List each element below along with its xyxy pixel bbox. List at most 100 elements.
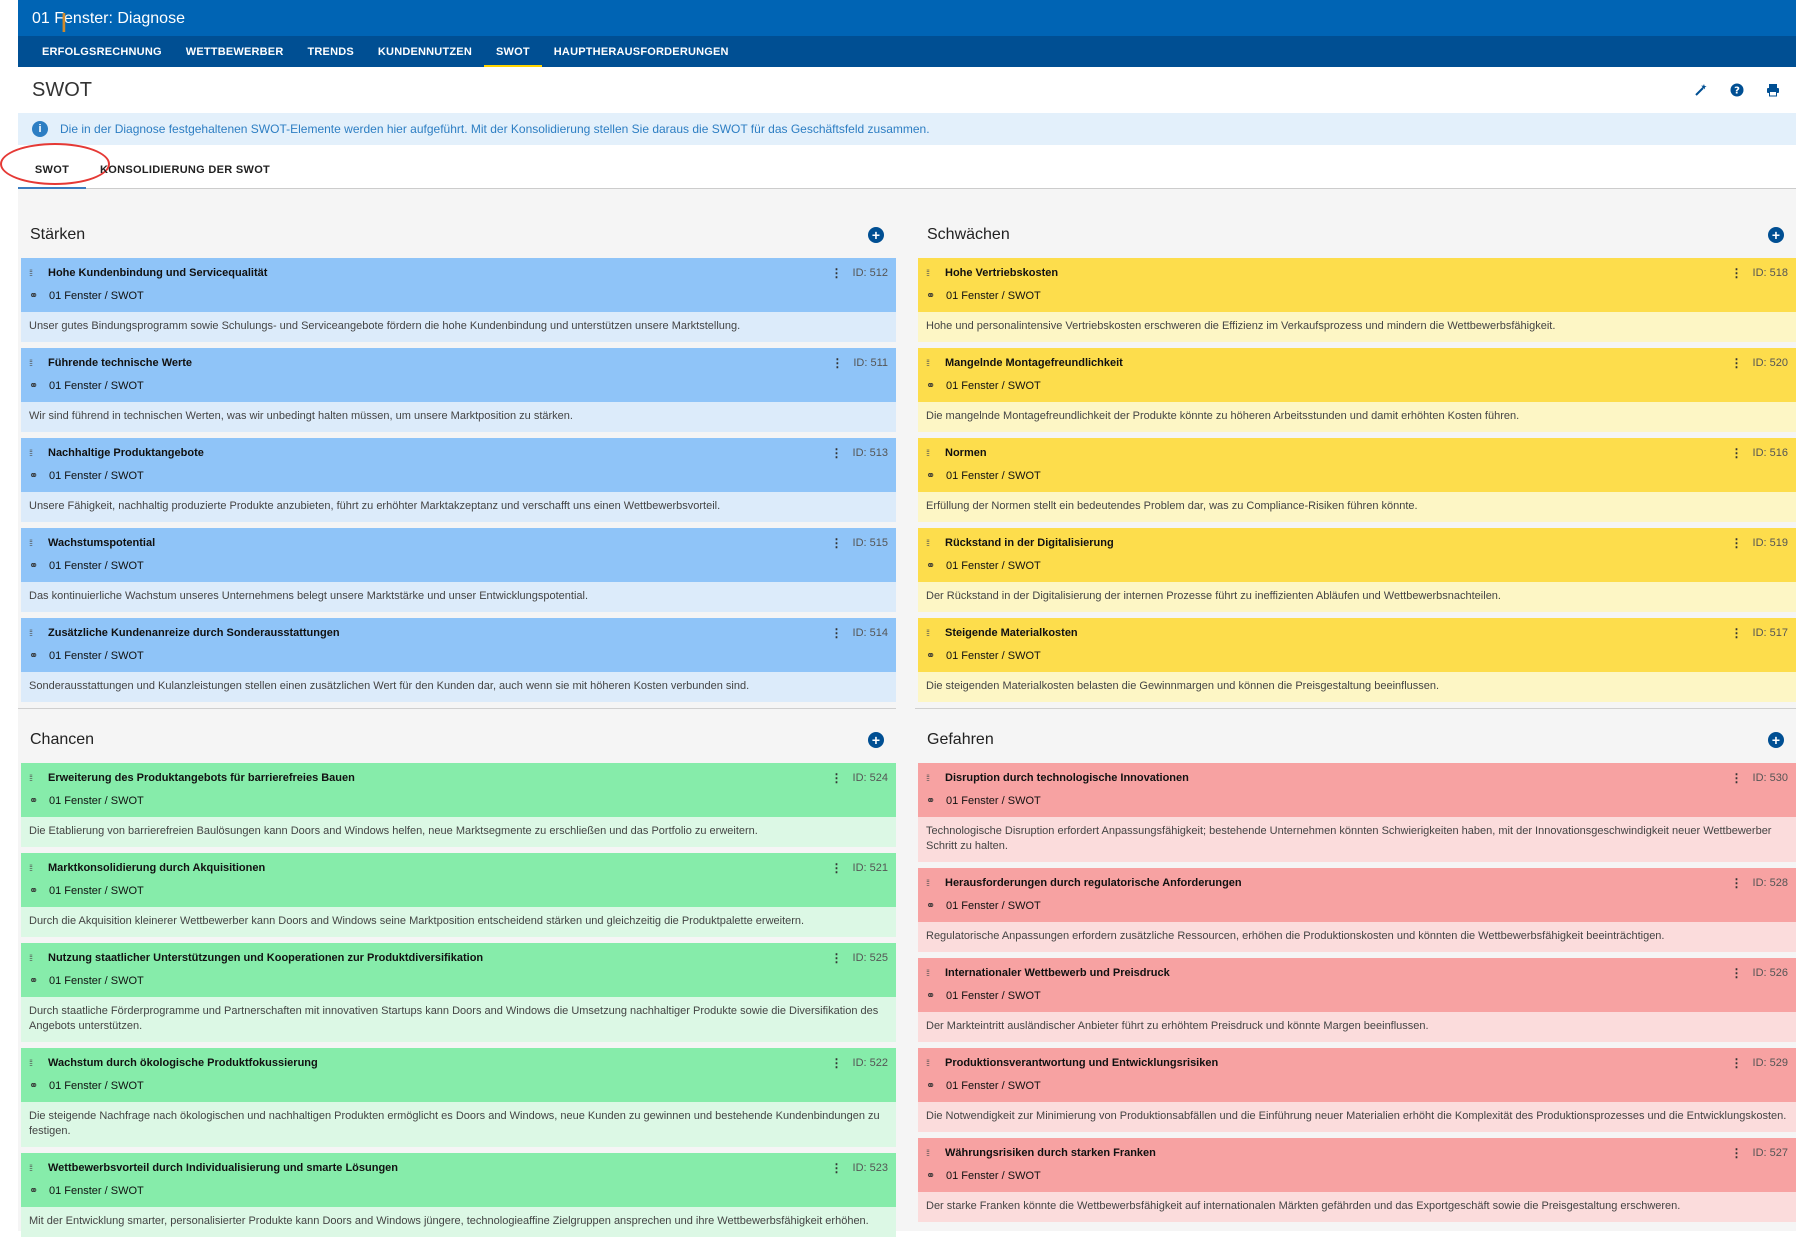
help-icon[interactable]: ? (1728, 81, 1746, 99)
more-menu-icon[interactable]: ⋮ (1730, 446, 1743, 460)
tab-konsolidierung[interactable]: KONSOLIDIERUNG DER SWOT (100, 164, 271, 176)
drag-handle-icon[interactable]: ⁞⁞ (926, 878, 930, 888)
add-weakness-button[interactable]: + (1768, 227, 1784, 243)
more-menu-icon[interactable]: ⋮ (1730, 626, 1743, 640)
swot-card[interactable]: ⁞⁞ Herausforderungen durch regulatorische… (918, 868, 1796, 952)
swot-card[interactable]: ⁞⁞ Hohe Kundenbindung und Servicequalität… (21, 258, 896, 342)
card-link[interactable]: 01 Fenster / SWOT (946, 1169, 1041, 1182)
nav-item-erfolgsrechnung[interactable]: ERFOLGSRECHNUNG (42, 46, 162, 58)
tab-swot[interactable]: SWOT (18, 164, 86, 189)
card-link[interactable]: 01 Fenster / SWOT (946, 289, 1041, 302)
card-link[interactable]: 01 Fenster / SWOT (946, 379, 1041, 392)
card-link[interactable]: 01 Fenster / SWOT (49, 974, 144, 987)
drag-handle-icon[interactable]: ⁞⁞ (29, 863, 33, 873)
nav-item-wettbewerber[interactable]: WETTBEWERBER (185, 46, 284, 58)
more-menu-icon[interactable]: ⋮ (830, 861, 843, 875)
drag-handle-icon[interactable]: ⁞⁞ (926, 628, 930, 638)
card-link[interactable]: 01 Fenster / SWOT (49, 1079, 144, 1092)
swot-card[interactable]: ⁞⁞ Internationaler Wettbewerb und Preisdr… (918, 958, 1796, 1042)
card-link[interactable]: 01 Fenster / SWOT (49, 794, 144, 807)
nav-item-kundennutzen[interactable]: KUNDENNUTZEN (377, 46, 472, 58)
more-menu-icon[interactable]: ⋮ (1730, 876, 1743, 890)
swot-card[interactable]: ⁞⁞ Führende technische Werte ⋮ ID: 511 ⚭ 01 … (21, 348, 896, 432)
card-link[interactable]: 01 Fenster / SWOT (946, 649, 1041, 662)
more-menu-icon[interactable]: ⋮ (830, 1161, 843, 1175)
card-link[interactable]: 01 Fenster / SWOT (946, 899, 1041, 912)
card-link[interactable]: 01 Fenster / SWOT (49, 559, 144, 572)
drag-handle-icon[interactable]: ⁞⁞ (29, 268, 33, 278)
card-description: Die Etablierung von barrierefreien Baulö… (21, 817, 896, 847)
nav-item-hauptherausforderungen[interactable]: HAUPTHERAUSFORDERUNGEN (553, 46, 729, 58)
swot-card[interactable]: ⁞⁞ Erweiterung des Produktangebots für ba… (21, 763, 896, 847)
drag-handle-icon[interactable]: ⁞⁞ (926, 448, 930, 458)
magic-wand-icon[interactable] (1692, 81, 1710, 99)
nav-item-trends[interactable]: TRENDS (307, 46, 354, 58)
drag-handle-icon[interactable]: ⁞⁞ (29, 448, 33, 458)
more-menu-icon[interactable]: ⋮ (830, 626, 843, 640)
more-menu-icon[interactable]: ⋮ (1730, 266, 1743, 280)
swot-card[interactable]: ⁞⁞ Nachhaltige Produktangebote ⋮ ID: 513 ⚭ 0… (21, 438, 896, 522)
more-menu-icon[interactable]: ⋮ (830, 266, 843, 280)
drag-handle-icon[interactable]: ⁞⁞ (926, 268, 930, 278)
add-threat-button[interactable]: + (1768, 732, 1784, 748)
card-title: Produktionsverantwortung und Entwicklung… (945, 1057, 1219, 1069)
print-icon[interactable] (1764, 81, 1782, 99)
card-link[interactable]: 01 Fenster / SWOT (946, 559, 1041, 572)
card-link[interactable]: 01 Fenster / SWOT (49, 649, 144, 662)
card-link[interactable]: 01 Fenster / SWOT (49, 469, 144, 482)
card-link[interactable]: 01 Fenster / SWOT (49, 379, 144, 392)
more-menu-icon[interactable]: ⋮ (1730, 1146, 1743, 1160)
drag-handle-icon[interactable]: ⁞⁞ (29, 1163, 33, 1173)
card-description: Die Notwendigkeit zur Minimierung von Pr… (918, 1102, 1796, 1132)
more-menu-icon[interactable]: ⋮ (1730, 536, 1743, 550)
drag-handle-icon[interactable]: ⁞⁞ (29, 773, 33, 783)
swot-card[interactable]: ⁞⁞ Wachstum durch ökologische Produktfoku… (21, 1048, 896, 1147)
more-menu-icon[interactable]: ⋮ (1730, 1056, 1743, 1070)
swot-card[interactable]: ⁞⁞ Währungsrisiken durch starken Franken ⋮… (918, 1138, 1796, 1222)
drag-handle-icon[interactable]: ⁞⁞ (926, 1148, 930, 1158)
add-opportunity-button[interactable]: + (868, 732, 884, 748)
card-link[interactable]: 01 Fenster / SWOT (946, 1079, 1041, 1092)
drag-handle-icon[interactable]: ⁞⁞ (926, 538, 930, 548)
swot-card[interactable]: ⁞⁞ Produktionsverantwortung und Entwicklu… (918, 1048, 1796, 1132)
drag-handle-icon[interactable]: ⁞⁞ (29, 1058, 33, 1068)
swot-card[interactable]: ⁞⁞ Mangelnde Montagefreundlichkeit ⋮ ID: 52… (918, 348, 1796, 432)
swot-card[interactable]: ⁞⁞ Disruption durch technologische Innova… (918, 763, 1796, 862)
add-strength-button[interactable]: + (868, 227, 884, 243)
more-menu-icon[interactable]: ⋮ (1730, 356, 1743, 370)
card-link[interactable]: 01 Fenster / SWOT (49, 1184, 144, 1197)
card-link[interactable]: 01 Fenster / SWOT (49, 884, 144, 897)
swot-card[interactable]: ⁞⁞ Nutzung staatlicher Unterstützungen un… (21, 943, 896, 1042)
card-link[interactable]: 01 Fenster / SWOT (946, 794, 1041, 807)
drag-handle-icon[interactable]: ⁞⁞ (29, 628, 33, 638)
more-menu-icon[interactable]: ⋮ (831, 356, 844, 370)
swot-card[interactable]: ⁞⁞ Zusätzliche Kundenanreize durch Sonder… (21, 618, 896, 702)
drag-handle-icon[interactable]: ⁞⁞ (926, 358, 930, 368)
more-menu-icon[interactable]: ⋮ (1730, 966, 1743, 980)
nav-item-swot[interactable]: SWOT (483, 36, 542, 67)
drag-handle-icon[interactable]: ⁞⁞ (926, 968, 930, 978)
card-link[interactable]: 01 Fenster / SWOT (49, 289, 144, 302)
swot-card[interactable]: ⁞⁞ Normen ⋮ ID: 516 ⚭ 01 Fenster / SWOT Erfü… (918, 438, 1796, 522)
swot-card[interactable]: ⁞⁞ Wachstumspotential ⋮ ID: 515 ⚭ 01 Fenster… (21, 528, 896, 612)
link-icon: ⚭ (926, 900, 936, 912)
more-menu-icon[interactable]: ⋮ (830, 446, 843, 460)
swot-card[interactable]: ⁞⁞ Hohe Vertriebskosten ⋮ ID: 518 ⚭ 01 Fenst… (918, 258, 1796, 342)
swot-card[interactable]: ⁞⁞ Rückstand in der Digitalisierung ⋮ ID: 5… (918, 528, 1796, 612)
more-menu-icon[interactable]: ⋮ (830, 536, 843, 550)
card-description: Regulatorische Anpassungen erfordern zus… (918, 922, 1796, 952)
more-menu-icon[interactable]: ⋮ (830, 1056, 843, 1070)
card-link[interactable]: 01 Fenster / SWOT (946, 469, 1041, 482)
swot-card[interactable]: ⁞⁞ Marktkonsolidierung durch Akquisitione… (21, 853, 896, 937)
drag-handle-icon[interactable]: ⁞⁞ (926, 773, 930, 783)
drag-handle-icon[interactable]: ⁞⁞ (29, 358, 33, 368)
drag-handle-icon[interactable]: ⁞⁞ (29, 953, 33, 963)
more-menu-icon[interactable]: ⋮ (830, 951, 843, 965)
swot-card[interactable]: ⁞⁞ Wettbewerbsvorteil durch Individualisi… (21, 1153, 896, 1237)
more-menu-icon[interactable]: ⋮ (1730, 771, 1743, 785)
card-link[interactable]: 01 Fenster / SWOT (946, 989, 1041, 1002)
drag-handle-icon[interactable]: ⁞⁞ (926, 1058, 930, 1068)
more-menu-icon[interactable]: ⋮ (830, 771, 843, 785)
drag-handle-icon[interactable]: ⁞⁞ (29, 538, 33, 548)
swot-card[interactable]: ⁞⁞ Steigende Materialkosten ⋮ ID: 517 ⚭ 01 F… (918, 618, 1796, 702)
